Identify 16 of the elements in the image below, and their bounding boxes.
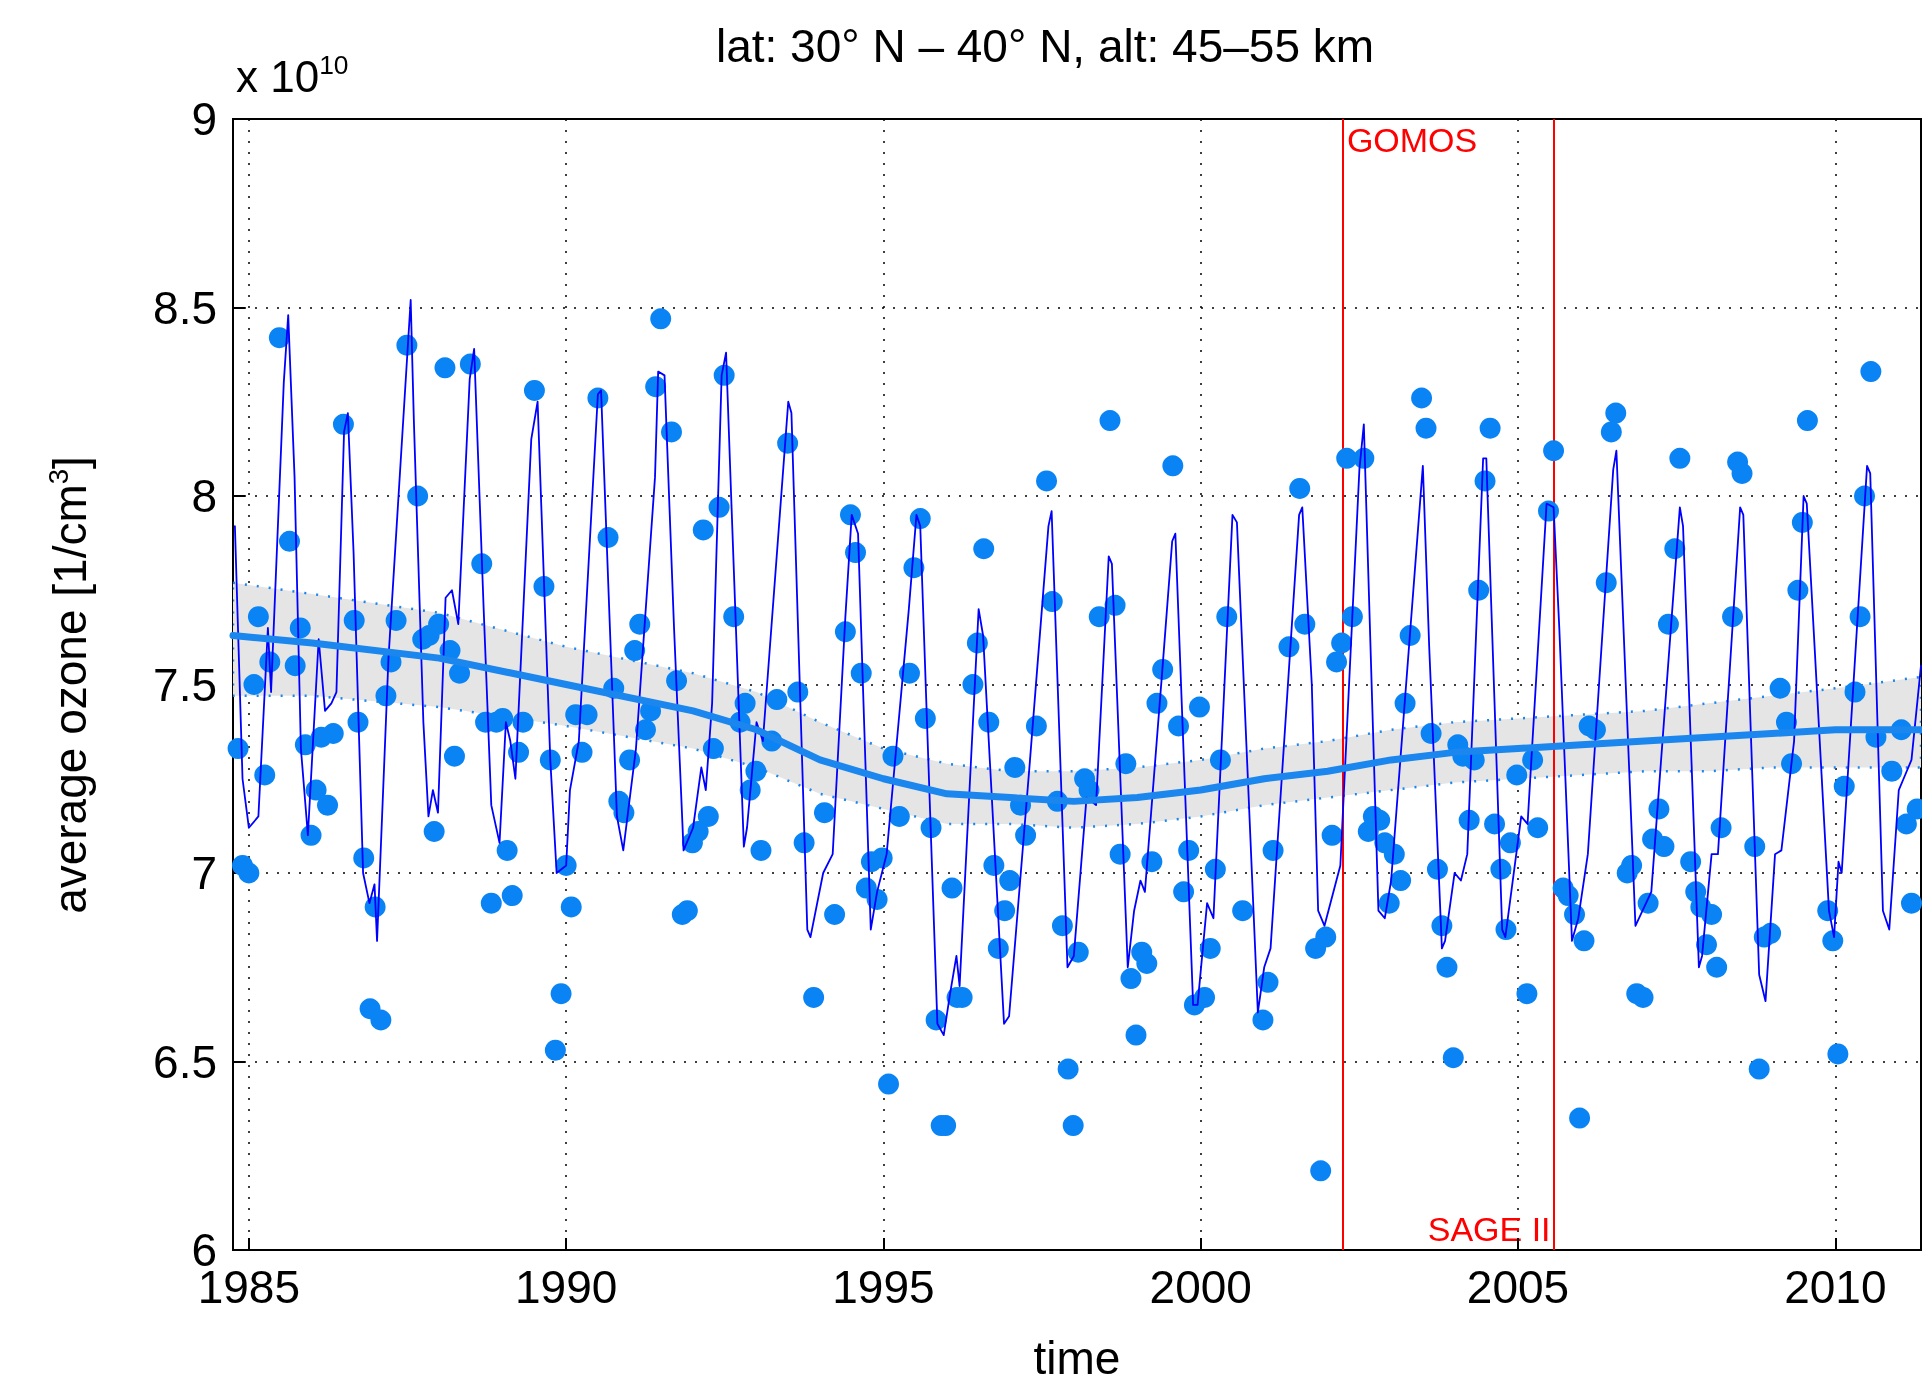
y-tick-label: 8 <box>191 470 217 522</box>
y-tick-label: 7 <box>191 847 217 899</box>
y-tick-label: 6.5 <box>153 1035 217 1088</box>
x-tick-label: 1990 <box>514 1261 618 1313</box>
x-axis-title: time <box>1033 1332 1121 1384</box>
ref-line-label: GOMOS <box>1346 121 1478 159</box>
y-tick-label: 8.5 <box>153 281 217 334</box>
x-tick-label: 2005 <box>1466 1261 1570 1313</box>
y-axis-title: average ozone [1/cm3] <box>43 456 96 914</box>
x-tick-label: 2010 <box>1784 1261 1887 1313</box>
y-tick-label: 7.5 <box>153 658 217 711</box>
x-tick-label: 1995 <box>832 1261 935 1313</box>
x-tick-label: 2000 <box>1149 1261 1252 1313</box>
y-tick-label: 9 <box>191 93 217 145</box>
chart-title: lat: 30° N – 40° N, alt: 45–55 km <box>715 20 1375 72</box>
ref-line-label: SAGE II <box>1427 1210 1551 1248</box>
